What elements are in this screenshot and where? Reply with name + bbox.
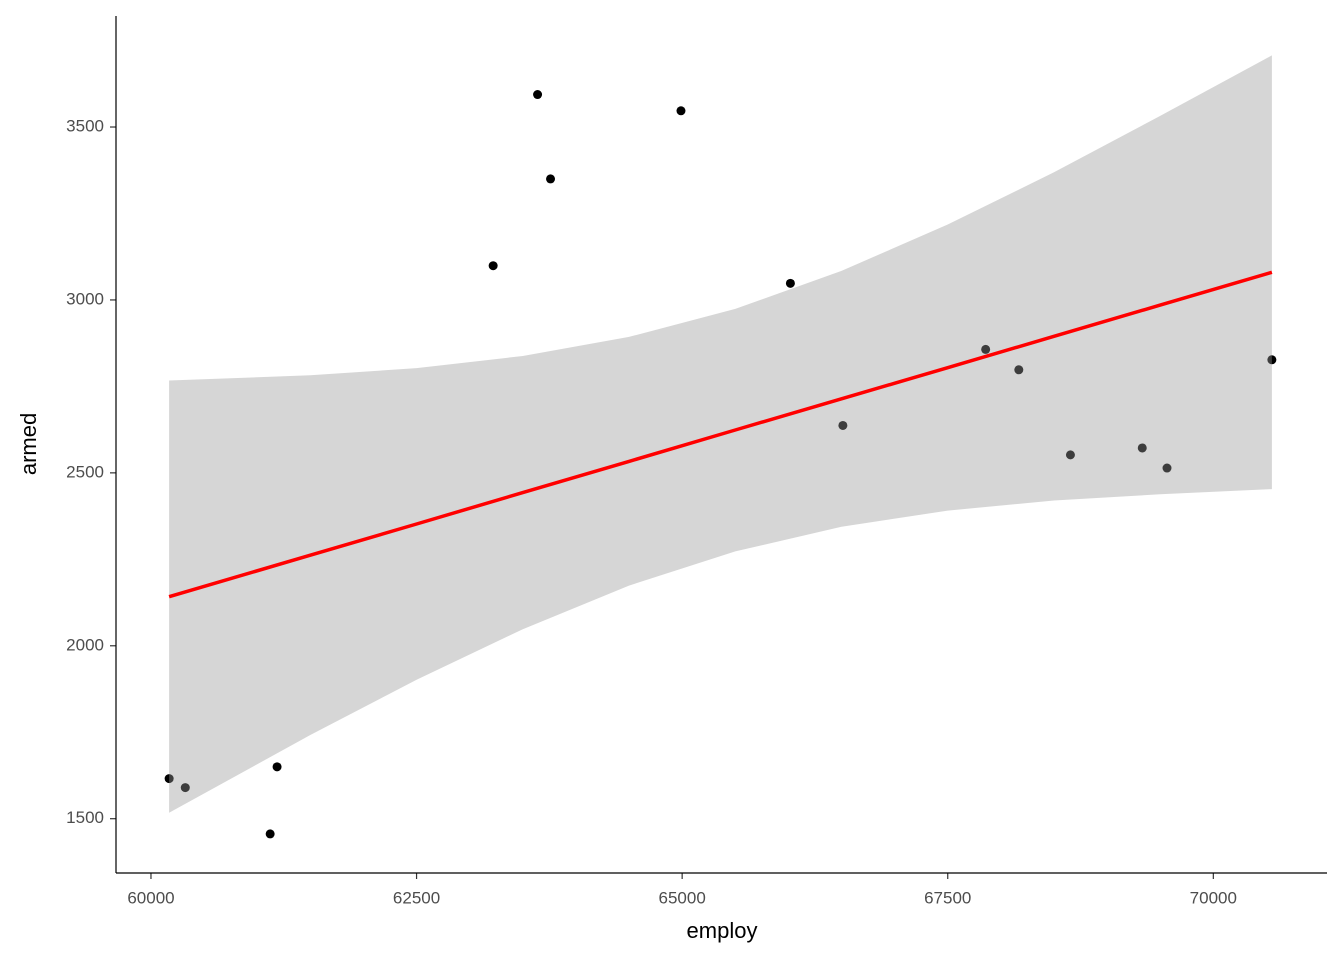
point bbox=[1065, 450, 1075, 460]
point bbox=[272, 762, 282, 772]
point bbox=[981, 344, 991, 354]
point bbox=[164, 774, 174, 784]
point bbox=[533, 90, 543, 100]
y-tick-label: 2000 bbox=[66, 635, 104, 654]
y-tick-label: 2500 bbox=[66, 462, 104, 481]
point bbox=[1267, 355, 1277, 365]
point bbox=[1014, 365, 1024, 375]
x-tick-label: 62500 bbox=[393, 888, 440, 907]
fit-line bbox=[168, 270, 1273, 599]
y-tick-label: 3500 bbox=[66, 117, 104, 136]
x-tick-label: 60000 bbox=[127, 888, 174, 907]
point bbox=[488, 261, 498, 271]
y-tick-label: 1500 bbox=[66, 808, 104, 827]
point bbox=[676, 106, 686, 116]
x-axis-title: employ bbox=[687, 918, 758, 943]
point bbox=[265, 829, 275, 839]
point bbox=[180, 783, 190, 793]
y-tick-label: 3000 bbox=[66, 289, 104, 308]
point bbox=[838, 420, 848, 430]
point bbox=[546, 174, 556, 184]
x-tick-label: 70000 bbox=[1190, 888, 1237, 907]
x-tick-label: 67500 bbox=[924, 888, 971, 907]
point bbox=[1137, 443, 1147, 453]
y-axis-title: armed bbox=[16, 413, 41, 475]
point bbox=[1162, 463, 1172, 473]
x-tick-label: 65000 bbox=[659, 888, 706, 907]
point bbox=[785, 278, 795, 288]
